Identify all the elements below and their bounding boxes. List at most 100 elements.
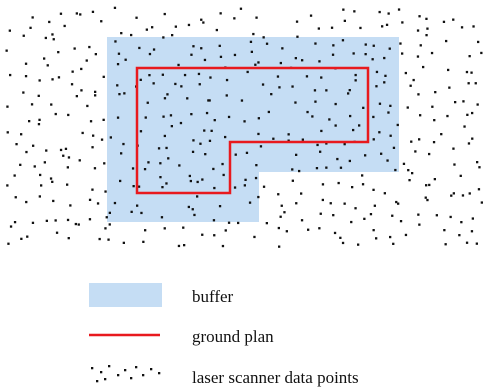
- laser-point: [91, 367, 94, 370]
- laser-point: [349, 114, 352, 118]
- laser-point: [317, 27, 320, 30]
- laser-point: [200, 18, 203, 21]
- laser-point: [50, 103, 53, 106]
- laser-point: [465, 70, 469, 74]
- laser-point: [73, 47, 76, 50]
- laser-point: [249, 40, 253, 43]
- laser-point: [372, 138, 375, 141]
- laser-point: [233, 186, 237, 189]
- laser-point: [183, 73, 187, 77]
- laser-point: [449, 215, 452, 219]
- laser-point: [318, 60, 321, 63]
- laser-point: [425, 17, 428, 20]
- laser-point: [108, 211, 111, 214]
- laser-point: [122, 241, 125, 244]
- laser-point: [328, 118, 331, 121]
- laser-point: [431, 105, 434, 108]
- laser-point: [212, 219, 216, 222]
- laser-point: [354, 79, 357, 82]
- laser-point: [85, 59, 88, 62]
- laser-point: [219, 55, 223, 58]
- laser-point: [91, 188, 94, 191]
- laser-point: [433, 119, 436, 122]
- laser-point: [475, 242, 478, 245]
- laser-point: [108, 365, 111, 368]
- laser-point: [351, 186, 354, 189]
- laser-point: [28, 120, 31, 123]
- laser-point: [250, 50, 253, 53]
- laser-point: [316, 143, 319, 147]
- legend-buffer-swatch: [89, 283, 162, 307]
- laser-point: [291, 85, 294, 88]
- laser-point: [130, 377, 133, 380]
- laser-point: [116, 84, 119, 87]
- laser-point: [189, 179, 192, 183]
- laser-point: [221, 162, 224, 166]
- laser-point: [52, 199, 55, 203]
- laser-point: [468, 55, 471, 58]
- laser-point: [465, 241, 469, 244]
- laser-point: [392, 242, 395, 245]
- legend-item-ground-plan: ground plan: [89, 327, 274, 346]
- laser-point: [162, 115, 165, 118]
- laser-point: [59, 148, 63, 152]
- laser-point: [314, 42, 317, 45]
- laser-point: [5, 49, 8, 52]
- laser-point: [477, 188, 481, 191]
- laser-point: [252, 32, 255, 36]
- laser-point: [460, 221, 463, 224]
- laser-point: [69, 204, 72, 207]
- laser-point: [80, 89, 83, 92]
- laser-point: [478, 166, 481, 169]
- laser-point: [353, 10, 356, 13]
- laser-point: [26, 235, 29, 238]
- laser-point: [339, 236, 342, 239]
- laser-point: [245, 151, 249, 154]
- laser-point: [93, 167, 97, 170]
- laser-point: [341, 241, 345, 245]
- laser-point: [348, 89, 351, 92]
- laser-point: [105, 216, 108, 219]
- laser-point: [49, 177, 53, 180]
- laser-point: [71, 70, 74, 73]
- laser-point: [239, 7, 243, 10]
- laser-point: [397, 8, 401, 11]
- laser-point: [447, 68, 450, 72]
- laser-point: [300, 192, 303, 195]
- laser-point: [43, 57, 46, 60]
- legend-laser-points-label: laser scanner data points: [192, 368, 359, 387]
- laser-point: [100, 138, 104, 141]
- laser-point: [414, 150, 417, 153]
- laser-point: [387, 111, 390, 114]
- laser-point: [117, 374, 120, 377]
- laser-point: [337, 181, 340, 185]
- laser-point: [54, 219, 57, 222]
- laser-point: [137, 185, 141, 188]
- laser-point: [471, 137, 474, 140]
- laser-point: [102, 118, 105, 121]
- laser-point: [132, 185, 135, 188]
- laser-point: [22, 91, 25, 94]
- laser-point: [432, 141, 436, 144]
- laser-point: [425, 34, 428, 37]
- laser-point: [440, 133, 443, 136]
- laser-point: [330, 26, 334, 29]
- laser-point: [402, 162, 406, 165]
- laser-point: [389, 104, 392, 107]
- laser-point: [257, 61, 260, 64]
- laser-point: [281, 47, 284, 50]
- laser-point: [404, 233, 408, 237]
- laser-point: [433, 178, 436, 181]
- laser-point: [319, 150, 322, 153]
- laser-point: [428, 152, 431, 156]
- laser-point: [301, 59, 304, 62]
- laser-point: [165, 182, 168, 185]
- laser-point: [45, 219, 48, 222]
- laser-point: [295, 202, 298, 205]
- laser-point: [279, 61, 282, 65]
- laser-point: [30, 103, 34, 106]
- laser-point: [100, 20, 103, 23]
- laser-point: [227, 221, 231, 224]
- laser-point: [265, 42, 269, 45]
